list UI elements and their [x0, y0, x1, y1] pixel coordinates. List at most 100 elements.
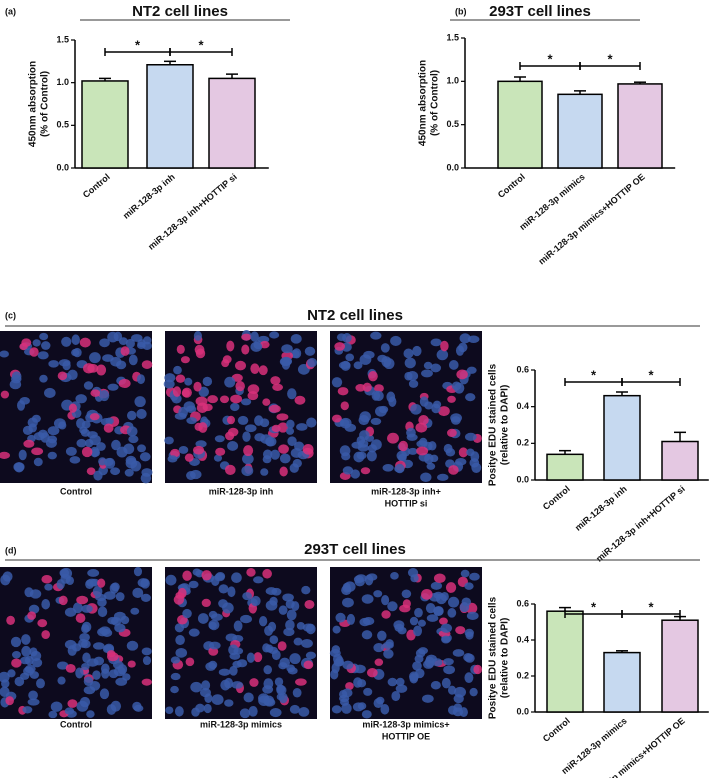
- nucleus: [447, 428, 457, 438]
- nucleus: [89, 352, 101, 364]
- nucleus: [167, 455, 178, 463]
- y-tick-label: 0.2: [516, 670, 529, 680]
- nucleus: [101, 628, 113, 637]
- nucleus: [263, 449, 273, 460]
- significance-label: *: [547, 51, 553, 66]
- nucleus: [362, 382, 372, 392]
- nucleus: [458, 342, 468, 353]
- nucleus: [182, 570, 192, 581]
- nucleus: [65, 446, 77, 456]
- nucleus: [96, 442, 106, 451]
- nucleus: [366, 667, 378, 678]
- nucleus: [415, 422, 428, 433]
- nucleus: [81, 604, 93, 613]
- nucleus: [191, 707, 200, 717]
- nucleus: [32, 339, 41, 347]
- nucleus: [409, 616, 419, 626]
- nucleus: [240, 614, 252, 624]
- bar: [81, 80, 129, 169]
- nucleus: [416, 440, 428, 448]
- chart-title: 293T cell lines: [304, 541, 406, 558]
- nucleus: [241, 333, 252, 341]
- nucleus: [41, 630, 50, 640]
- nucleus: [229, 665, 238, 676]
- nucleus: [279, 453, 291, 464]
- nucleus: [141, 360, 153, 369]
- nucleus: [7, 669, 16, 678]
- nucleus: [289, 704, 300, 714]
- nucleus: [287, 388, 297, 400]
- nucleus: [193, 381, 202, 392]
- nucleus: [111, 439, 121, 451]
- nucleus: [396, 677, 405, 687]
- nucleus: [173, 594, 185, 605]
- nucleus: [338, 361, 351, 369]
- nucleus: [99, 688, 110, 700]
- nucleus: [83, 676, 94, 687]
- nucleus: [47, 435, 58, 444]
- nucleus: [432, 400, 442, 409]
- nucleus: [137, 444, 146, 453]
- nucleus: [441, 677, 451, 689]
- nucleus: [361, 710, 372, 719]
- y-tick-label: 0.5: [56, 120, 69, 130]
- nucleus: [402, 599, 411, 609]
- nucleus: [438, 406, 450, 417]
- nucleus: [244, 424, 257, 433]
- nucleus: [269, 635, 279, 645]
- nucleus: [271, 424, 281, 433]
- nucleus: [264, 625, 274, 636]
- nucleus: [87, 569, 100, 577]
- nucleus: [285, 599, 295, 609]
- nucleus: [170, 448, 180, 458]
- nucleus: [331, 377, 343, 388]
- nucleus: [471, 462, 482, 473]
- y-tick-label: 0.6: [516, 598, 529, 608]
- nucleus: [383, 649, 394, 659]
- nucleus: [98, 457, 107, 466]
- nucleus: [282, 593, 294, 602]
- y-tick-label: 1.0: [446, 76, 459, 86]
- nucleus: [44, 387, 56, 399]
- x-tick-label: miR-128-3p mimics: [518, 172, 587, 232]
- nucleus: [279, 466, 288, 477]
- nucleus: [455, 626, 466, 635]
- nucleus: [441, 635, 451, 644]
- nucleus: [292, 348, 302, 359]
- nucleus: [414, 607, 423, 618]
- nucleus: [81, 621, 92, 633]
- nucleus: [357, 679, 367, 688]
- nucleus: [33, 457, 43, 467]
- nucleus: [370, 331, 382, 340]
- bar: [546, 610, 584, 713]
- nucleus: [136, 374, 146, 385]
- nucleus: [387, 432, 399, 444]
- nucleus: [101, 668, 110, 679]
- nucleus: [57, 661, 69, 670]
- nucleus: [415, 648, 426, 658]
- nucleus: [110, 700, 122, 712]
- nucleus: [188, 580, 199, 589]
- nucleus: [440, 623, 453, 633]
- nucleus: [57, 371, 68, 381]
- nucleus: [84, 438, 94, 448]
- nucleus: [37, 619, 48, 628]
- y-tick-label: 0.5: [446, 119, 459, 129]
- nucleus: [339, 445, 351, 457]
- chart-title: NT2 cell lines: [307, 307, 403, 324]
- nucleus: [214, 435, 225, 443]
- y-axis-label: (relative to DAPI): [500, 385, 511, 466]
- nucleus: [133, 704, 144, 712]
- nucleus: [277, 422, 289, 433]
- nucleus: [36, 678, 45, 689]
- nucleus: [58, 421, 67, 430]
- nucleus: [241, 344, 250, 355]
- nucleus: [83, 363, 95, 374]
- bar: [661, 619, 699, 713]
- nucleus: [368, 370, 378, 382]
- nucleus: [331, 414, 342, 423]
- nucleus: [342, 466, 354, 475]
- nucleus: [175, 634, 185, 646]
- nucleus: [396, 450, 407, 461]
- nucleus: [410, 403, 422, 415]
